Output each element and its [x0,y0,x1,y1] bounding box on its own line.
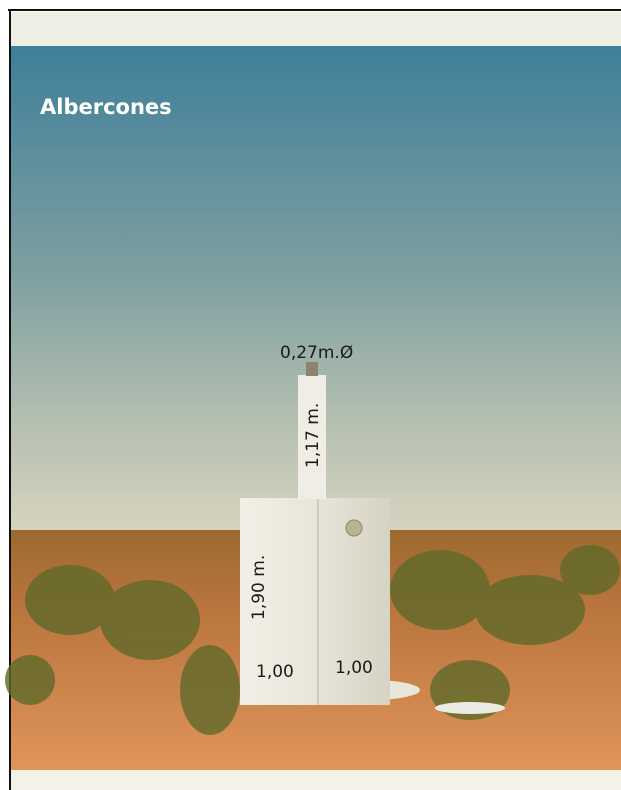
base-height-label: 1,90 m. [249,555,269,620]
bottom-strip [11,770,621,790]
shrubs [5,545,620,735]
place-label: Albercones [40,95,172,119]
column-height-label: 1,17 m. [303,403,323,468]
base-width-right: 1,00 [335,658,373,678]
base-width-left: 1,00 [256,662,294,682]
top-strip [11,12,621,46]
diameter-label: 0,27m.Ø [280,343,353,363]
monument [240,362,505,714]
